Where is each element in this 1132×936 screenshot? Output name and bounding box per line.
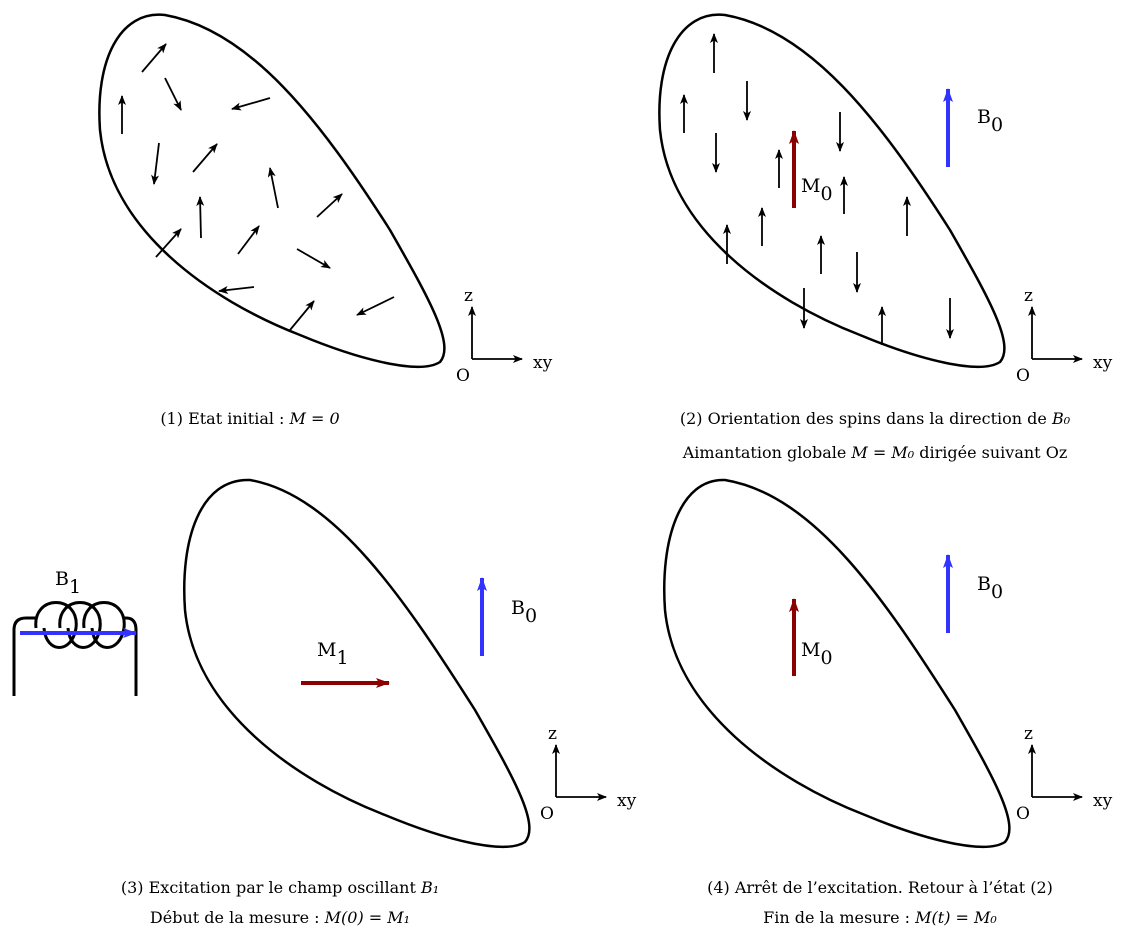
- rf-coil: [12, 601, 138, 696]
- m0-label: M0: [801, 639, 833, 669]
- axis-xy-label: xy: [617, 791, 637, 811]
- m0-label: M0: [801, 175, 833, 205]
- random-spins: [118, 43, 395, 331]
- panel-1: z xy O: [98, 13, 553, 386]
- caption-panel-2-line-1: (2) Orientation des spins dans la direct…: [679, 409, 1071, 428]
- b1-label: B1: [55, 568, 81, 598]
- caption-panel-4-line-1: (4) Arrêt de l’excitation. Retour à l’ét…: [707, 878, 1053, 897]
- axes-4: [1028, 744, 1083, 801]
- caption-panel-1-line-1: (1) Etat initial : M = 0: [160, 409, 340, 428]
- sample-outline: [658, 13, 1006, 368]
- panel-4: M0 B0 z xy O: [663, 478, 1113, 848]
- b0-label: B0: [977, 106, 1003, 136]
- aligned-spins: [680, 33, 954, 345]
- caption-panel-4-line-2: Fin de la mesure : M(t) = M₀: [763, 908, 997, 927]
- axis-xy-label: xy: [1093, 791, 1113, 811]
- axes-1: [468, 306, 523, 363]
- axis-z-label: z: [1024, 724, 1033, 744]
- axis-origin-label: O: [1016, 804, 1030, 824]
- axes-3: [552, 744, 607, 801]
- b0-label: B0: [511, 597, 537, 627]
- sample-outline: [183, 478, 531, 848]
- panel-3: B1 M1 B0 z xy O: [12, 478, 637, 848]
- axis-origin-label: O: [456, 366, 470, 386]
- caption-panel-3-line-2: Début de la mesure : M(0) = M₁: [149, 908, 411, 927]
- sample-outline: [98, 13, 446, 368]
- caption-panel-2-line-2: Aimantation globale M = M₀ dirigée suiva…: [682, 443, 1068, 462]
- axis-xy-label: xy: [533, 353, 553, 373]
- axis-origin-label: O: [1016, 366, 1030, 386]
- axis-z-label: z: [1024, 286, 1033, 306]
- axis-xy-label: xy: [1093, 353, 1113, 373]
- m1-label: M1: [317, 639, 349, 669]
- axis-z-label: z: [548, 724, 557, 744]
- caption-panel-3-line-1: (3) Excitation par le champ oscillant B₁: [120, 878, 440, 897]
- axes-2: [1028, 306, 1083, 363]
- sample-outline: [663, 478, 1011, 848]
- axis-z-label: z: [464, 286, 473, 306]
- panel-2: M0 B0 z xy O: [658, 13, 1113, 386]
- axis-origin-label: O: [540, 804, 554, 824]
- b0-label: B0: [977, 573, 1003, 603]
